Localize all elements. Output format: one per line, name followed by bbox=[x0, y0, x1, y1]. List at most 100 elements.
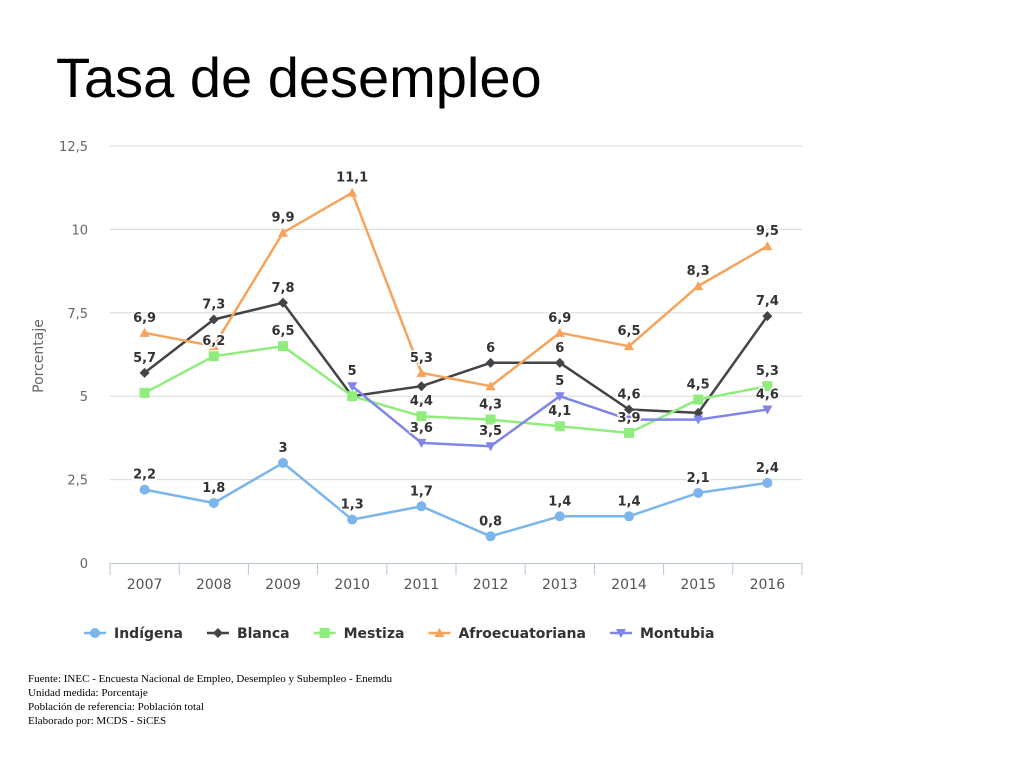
data-point-blanca bbox=[278, 297, 288, 308]
legend-label: Mestiza bbox=[344, 626, 405, 642]
series-montubia bbox=[347, 382, 773, 452]
series-line-mestiza bbox=[144, 344, 768, 435]
reference-population-line: Población de referencia: Población total bbox=[28, 701, 204, 713]
data-point-montubia bbox=[554, 392, 565, 402]
data-point-blanca bbox=[624, 404, 634, 415]
series-afroecuatoriana bbox=[139, 187, 773, 391]
data-point-mestiza bbox=[624, 427, 634, 438]
legend: Indígena Blanca Mestiza Afroecuatoriana Mont… bbox=[84, 626, 714, 642]
data-point-afroecuatoriana bbox=[693, 281, 704, 291]
legend-label: Montubia bbox=[640, 626, 714, 642]
data-label-mestiza: 4,1 bbox=[548, 404, 571, 419]
data-point-indigena bbox=[624, 511, 634, 522]
y-axis-title: Porcentaje bbox=[31, 319, 47, 393]
legend-marker bbox=[615, 629, 626, 638]
data-label-indigena: 3 bbox=[278, 441, 287, 456]
x-tick-label: 2014 bbox=[611, 577, 647, 593]
data-point-indigena bbox=[278, 457, 288, 468]
data-point-blanca bbox=[139, 367, 150, 378]
data-point-mestiza bbox=[554, 421, 565, 432]
data-point-mestiza bbox=[139, 387, 150, 398]
legend-item-blanca: Blanca bbox=[206, 626, 290, 642]
data-label-blanca: 7,8 bbox=[271, 281, 294, 296]
source-line: Fuente: INEC - Encuesta Nacional de Empl… bbox=[28, 673, 393, 685]
data-label-indigena: 2,4 bbox=[756, 461, 779, 476]
data-label-montubia: 3,6 bbox=[410, 421, 433, 436]
data-label-afroecuatoriana: 5,3 bbox=[410, 351, 433, 366]
data-point-afroecuatoriana bbox=[208, 341, 219, 351]
data-label-montubia: 4,6 bbox=[756, 388, 779, 403]
data-point-mestiza bbox=[347, 391, 358, 402]
x-tick-label: 2013 bbox=[542, 577, 578, 593]
legend-label: Afroecuatoriana bbox=[458, 626, 586, 642]
data-point-afroecuatoriana bbox=[762, 241, 773, 251]
data-label-mestiza: 6,2 bbox=[202, 334, 225, 349]
data-point-montubia bbox=[347, 382, 358, 392]
legend-marker bbox=[319, 628, 330, 638]
data-point-indigena bbox=[139, 484, 150, 495]
legend-marker bbox=[434, 628, 445, 637]
data-point-mestiza bbox=[485, 414, 496, 425]
legend-item-indigena: Indígena bbox=[84, 626, 183, 642]
data-point-indigena bbox=[554, 511, 565, 522]
unemployment-line-chart: 0 2,5 5 7,5 10 12,5 2007 2008 2009 2010 2011 2012 20… bbox=[31, 140, 803, 642]
data-point-indigena bbox=[347, 514, 358, 525]
legend-item-afroecuatoriana: Afroecuatoriana bbox=[428, 626, 586, 642]
data-point-afroecuatoriana bbox=[485, 381, 496, 391]
data-label-afroecuatoriana: 11,1 bbox=[336, 171, 368, 186]
y-tick-label: 2,5 bbox=[67, 474, 88, 489]
data-point-mestiza bbox=[208, 351, 219, 362]
data-point-montubia bbox=[416, 438, 427, 448]
y-tick-label: 12,5 bbox=[59, 140, 88, 155]
y-tick-label: 10 bbox=[71, 223, 88, 238]
series-line-indigena bbox=[144, 461, 768, 538]
series-blanca bbox=[139, 297, 773, 418]
data-point-afroecuatoriana bbox=[278, 227, 288, 237]
data-label-indigena: 1,4 bbox=[548, 494, 571, 509]
data-label-indigena: 1,4 bbox=[617, 494, 640, 509]
legend-label: Blanca bbox=[237, 626, 290, 642]
data-label-montubia: 3,5 bbox=[479, 424, 502, 439]
data-point-blanca bbox=[485, 357, 496, 368]
series bbox=[139, 187, 773, 542]
data-point-blanca bbox=[693, 407, 704, 418]
y-tick-label: 0 bbox=[80, 557, 88, 572]
data-label-indigena: 2,1 bbox=[687, 471, 710, 486]
y-tick-label: 7,5 bbox=[67, 307, 88, 322]
data-label-blanca: 7,3 bbox=[202, 297, 225, 312]
slide-title: Tasa de desempleo bbox=[56, 46, 542, 109]
data-label-blanca: 7,4 bbox=[756, 294, 779, 309]
x-tick-label: 2010 bbox=[334, 577, 370, 593]
series-line-blanca bbox=[143, 301, 769, 415]
data-label-afroecuatoriana: 6,9 bbox=[548, 311, 571, 326]
data-point-mestiza bbox=[762, 381, 773, 392]
data-label-blanca: 5,7 bbox=[133, 351, 156, 366]
data-label-indigena: 1,7 bbox=[410, 484, 433, 499]
data-label-afroecuatoriana: 9,5 bbox=[756, 224, 779, 239]
data-point-blanca bbox=[762, 311, 773, 322]
data-point-indigena bbox=[762, 477, 773, 488]
x-tick-label: 2009 bbox=[265, 577, 301, 593]
data-labels: 2,2 1,8 3 1,3 1,7 0,8 1,4 1,4 2,1 2,4 5,7 7,3 7,8 6 6 4… bbox=[132, 169, 781, 531]
data-point-indigena bbox=[416, 501, 427, 512]
data-point-afroecuatoriana bbox=[624, 341, 634, 351]
data-point-blanca bbox=[208, 314, 219, 325]
data-label-mestiza: 3,9 bbox=[617, 411, 640, 426]
data-point-blanca bbox=[554, 357, 565, 368]
data-label-mestiza: 4,5 bbox=[687, 378, 710, 393]
data-point-mestiza bbox=[416, 411, 427, 422]
legend-marker bbox=[90, 628, 100, 638]
author-line: Elaborado por: MCDS - SiCES bbox=[28, 715, 167, 727]
unit-line: Unidad medida: Porcentaje bbox=[28, 687, 148, 699]
data-point-blanca bbox=[416, 381, 427, 392]
data-label-mestiza: 4,3 bbox=[479, 398, 502, 413]
x-tick-label: 2008 bbox=[196, 577, 232, 593]
data-label-indigena: 0,8 bbox=[479, 514, 502, 529]
data-label-blanca: 4,6 bbox=[617, 388, 640, 403]
data-label-indigena: 1,8 bbox=[202, 481, 225, 496]
legend-label: Indígena bbox=[114, 626, 183, 642]
data-point-indigena bbox=[693, 487, 704, 498]
data-point-montubia bbox=[693, 415, 704, 425]
data-point-afroecuatoriana bbox=[554, 327, 565, 337]
data-point-afroecuatoriana bbox=[347, 187, 358, 197]
